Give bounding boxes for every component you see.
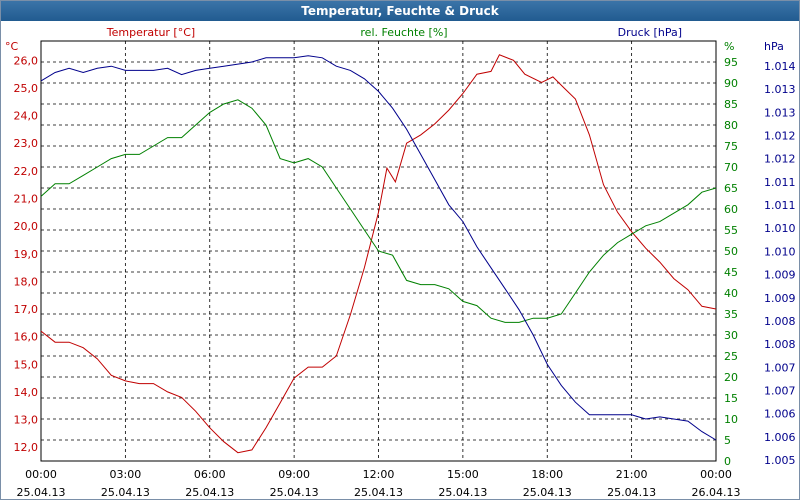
x-tick-time: 21:00 bbox=[616, 468, 648, 481]
x-tick-time: 09:00 bbox=[278, 468, 310, 481]
pressure-tick-label: 1.006 bbox=[764, 408, 796, 421]
pressure-tick-label: 1.009 bbox=[764, 292, 796, 305]
temp-tick-label: 24,0 bbox=[14, 110, 39, 123]
humidity-tick-label: 15 bbox=[724, 392, 738, 405]
humidity-unit: % bbox=[724, 40, 734, 53]
pressure-tick-label: 1.010 bbox=[764, 222, 796, 235]
pressure-tick-label: 1.013 bbox=[764, 106, 796, 119]
humidity-tick-label: 30 bbox=[724, 329, 738, 342]
temp-tick-label: 17,0 bbox=[14, 303, 39, 316]
temp-tick-label: 12,0 bbox=[14, 441, 39, 454]
humidity-tick-label: 65 bbox=[724, 182, 738, 195]
humidity-tick-label: 35 bbox=[724, 308, 738, 321]
pressure-tick-label: 1.008 bbox=[764, 338, 796, 351]
x-tick-date: 25.04.13 bbox=[607, 486, 656, 499]
humidity-tick-label: 0 bbox=[724, 455, 731, 468]
pressure-tick-label: 1.010 bbox=[764, 245, 796, 258]
humidity-tick-label: 5 bbox=[724, 434, 731, 447]
pressure-tick-label: 1.007 bbox=[764, 361, 796, 374]
temp-tick-label: 18,0 bbox=[14, 275, 39, 288]
pressure-unit: hPa bbox=[764, 40, 784, 53]
x-tick-time: 03:00 bbox=[110, 468, 142, 481]
plot-frame bbox=[40, 40, 717, 462]
x-tick-time: 00:00 bbox=[700, 468, 732, 481]
temp-tick-label: 19,0 bbox=[14, 248, 39, 261]
pressure-tick-label: 1.005 bbox=[764, 454, 796, 467]
x-tick-date: 25.04.13 bbox=[354, 486, 403, 499]
humidity-tick-label: 25 bbox=[724, 350, 738, 363]
humidity-tick-label: 70 bbox=[724, 161, 738, 174]
x-tick-date: 25.04.13 bbox=[185, 486, 234, 499]
series-line-pressure bbox=[40, 55, 717, 441]
temp-tick-label: 22,0 bbox=[14, 165, 39, 178]
x-tick-time: 06:00 bbox=[194, 468, 226, 481]
series-line-temperature bbox=[40, 54, 717, 454]
humidity-tick-label: 95 bbox=[724, 56, 738, 69]
pressure-tick-label: 1.007 bbox=[764, 384, 796, 397]
series-line-humidity bbox=[40, 99, 717, 323]
temp-tick-label: 14,0 bbox=[14, 386, 39, 399]
x-tick-date: 25.04.13 bbox=[523, 486, 572, 499]
x-tick-date: 25.04.13 bbox=[270, 486, 319, 499]
x-tick-time: 18:00 bbox=[531, 468, 563, 481]
humidity-tick-label: 55 bbox=[724, 224, 738, 237]
temp-tick-label: 25,0 bbox=[14, 82, 39, 95]
temp-tick-label: 20,0 bbox=[14, 220, 39, 233]
temp-tick-label: 16,0 bbox=[14, 331, 39, 344]
legend-temperature: Temperatur [°C] bbox=[106, 26, 195, 39]
pressure-tick-label: 1.012 bbox=[764, 130, 796, 143]
pressure-tick-label: 1.011 bbox=[764, 199, 796, 212]
temp-tick-label: 26,0 bbox=[14, 54, 39, 67]
chart-title: Temperatur, Feuchte & Druck bbox=[1, 1, 799, 21]
temp-tick-label: 15,0 bbox=[14, 358, 39, 371]
temp-tick-label: 21,0 bbox=[14, 193, 39, 206]
x-tick-date: 25.04.13 bbox=[438, 486, 487, 499]
temp-unit: °C bbox=[5, 40, 19, 53]
humidity-tick-label: 80 bbox=[724, 119, 738, 132]
temp-tick-label: 23,0 bbox=[14, 137, 39, 150]
x-tick-date: 26.04.13 bbox=[692, 486, 741, 499]
x-tick-time: 15:00 bbox=[447, 468, 479, 481]
x-tick-time: 12:00 bbox=[363, 468, 395, 481]
humidity-tick-label: 75 bbox=[724, 140, 738, 153]
pressure-tick-label: 1.013 bbox=[764, 83, 796, 96]
humidity-tick-label: 85 bbox=[724, 98, 738, 111]
pressure-tick-label: 1.014 bbox=[764, 60, 796, 73]
humidity-tick-label: 45 bbox=[724, 266, 738, 279]
pressure-tick-label: 1.012 bbox=[764, 153, 796, 166]
x-tick-time: 00:00 bbox=[25, 468, 57, 481]
x-tick-date: 25.04.13 bbox=[101, 486, 150, 499]
humidity-tick-label: 90 bbox=[724, 77, 738, 90]
pressure-tick-label: 1.009 bbox=[764, 269, 796, 282]
humidity-tick-label: 20 bbox=[724, 371, 738, 384]
legend-pressure: Druck [hPa] bbox=[618, 26, 682, 39]
pressure-tick-label: 1.011 bbox=[764, 176, 796, 189]
humidity-tick-label: 10 bbox=[724, 413, 738, 426]
x-tick-date: 25.04.13 bbox=[17, 486, 66, 499]
legend-humidity: rel. Feuchte [%] bbox=[360, 26, 447, 39]
humidity-tick-label: 60 bbox=[724, 203, 738, 216]
humidity-tick-label: 50 bbox=[724, 245, 738, 258]
pressure-tick-label: 1.006 bbox=[764, 431, 796, 444]
temp-tick-label: 13,0 bbox=[14, 414, 39, 427]
humidity-tick-label: 40 bbox=[724, 287, 738, 300]
pressure-tick-label: 1.008 bbox=[764, 315, 796, 328]
chart-svg: 00:00 25.04.13 03:00 25.04.13 06:00 25.04.13 0… bbox=[5, 26, 796, 499]
